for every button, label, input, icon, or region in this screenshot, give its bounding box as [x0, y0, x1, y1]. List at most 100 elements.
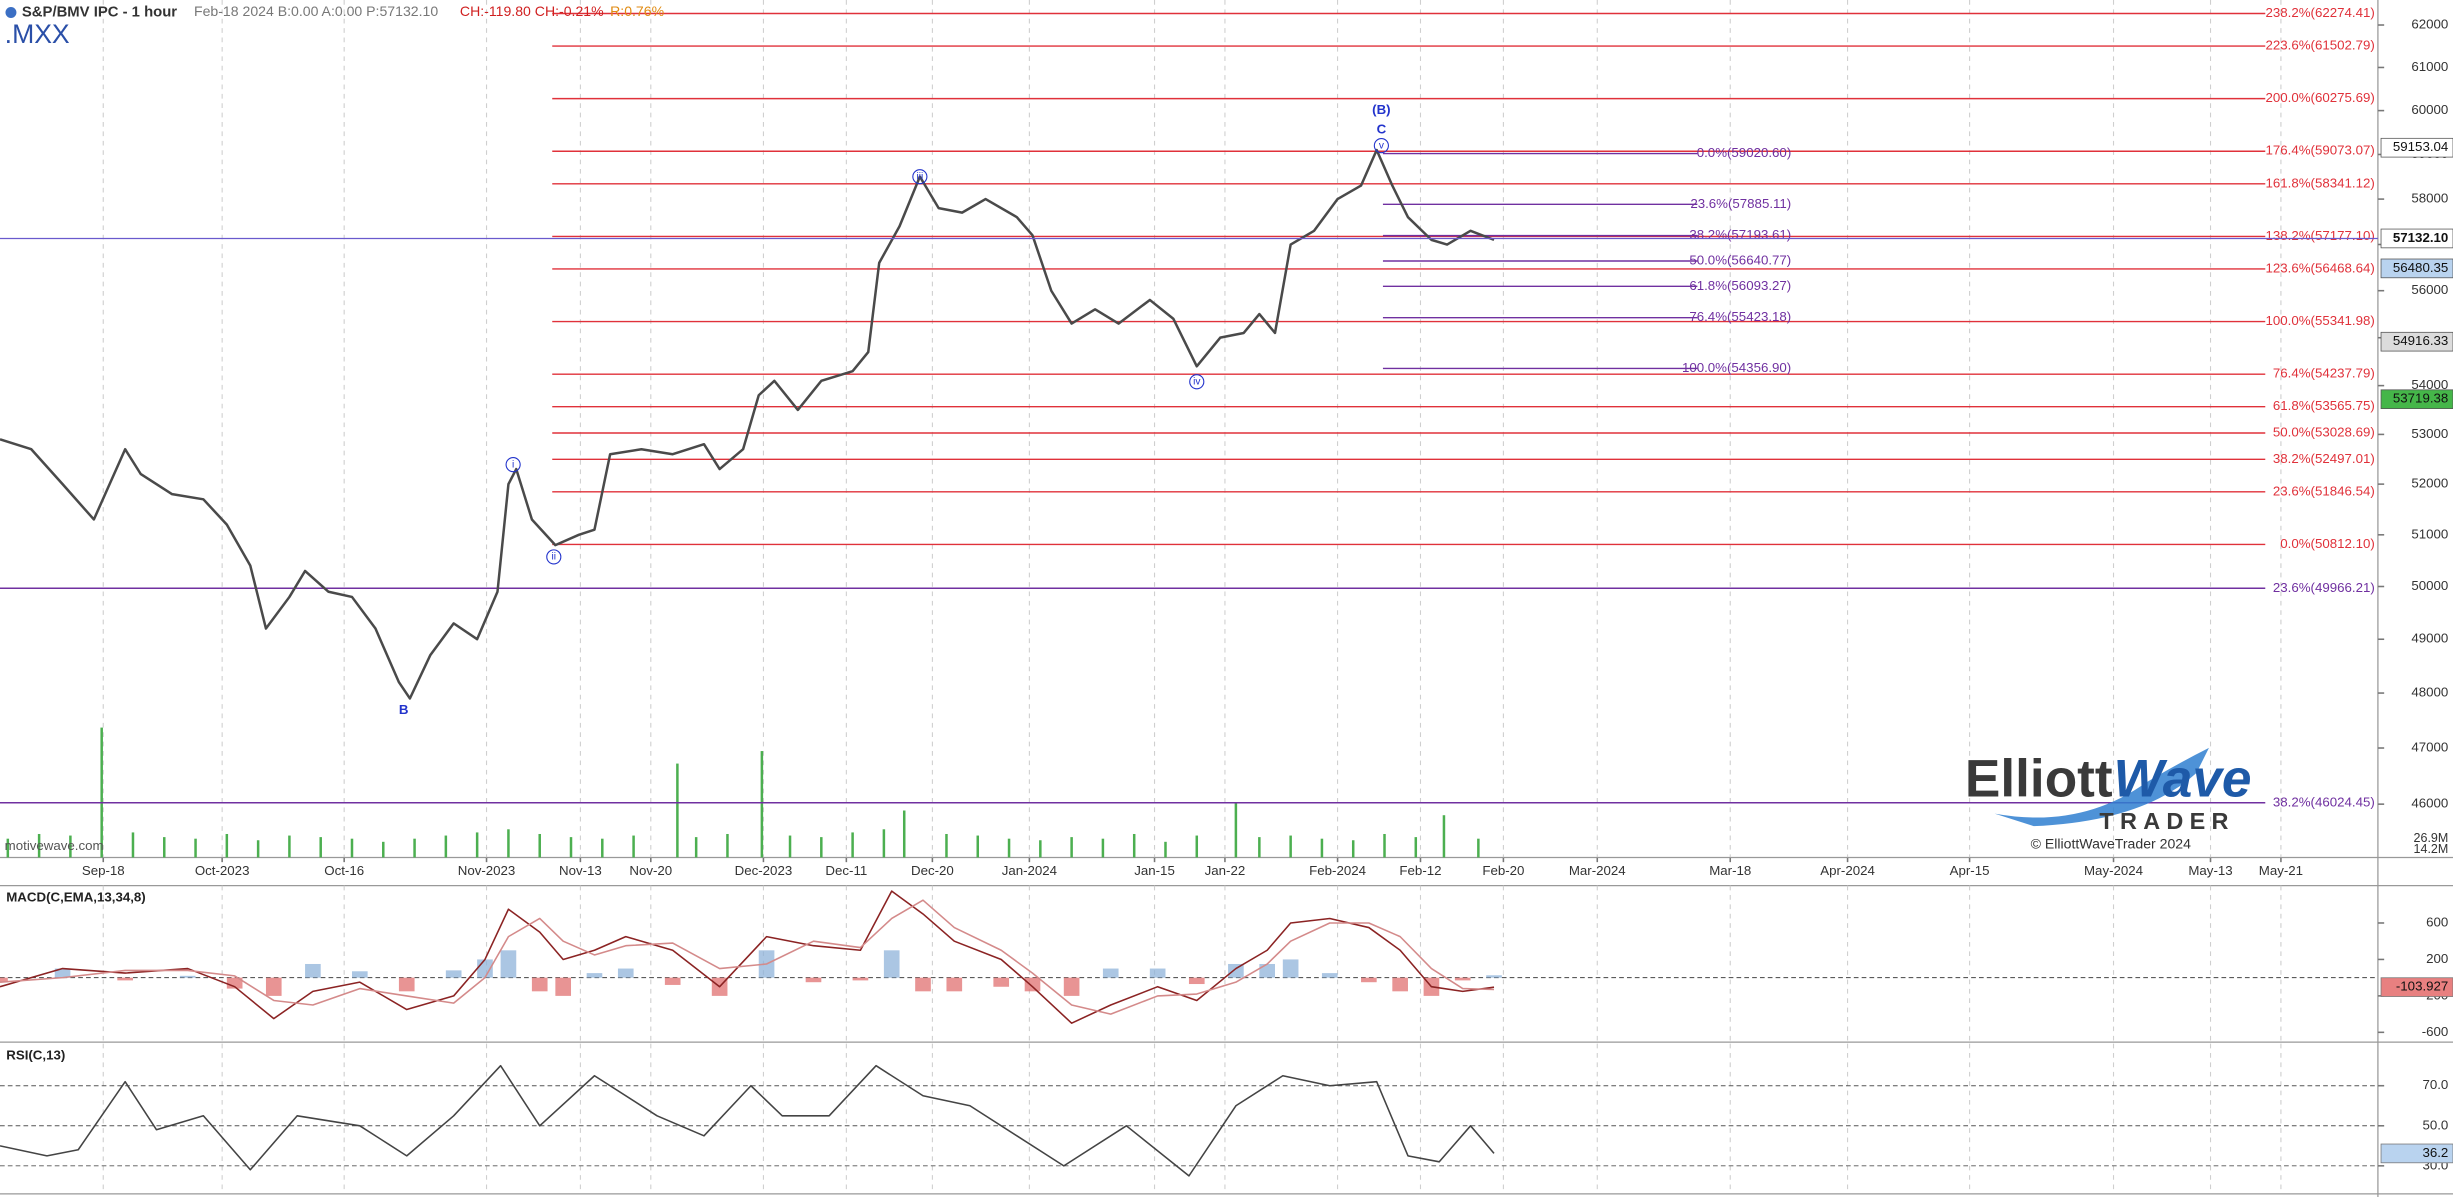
volume-bar — [1007, 838, 1011, 858]
y-tick-label: 61000 — [2411, 59, 2448, 74]
wave-label: v — [1379, 140, 1385, 151]
histogram-bar — [1024, 977, 1041, 992]
x-tick-label: Dec-2023 — [735, 863, 793, 878]
volume-bar — [726, 833, 729, 858]
fib-label: 0.0%(59020.60) — [1697, 145, 1792, 160]
fib-label: 23.6%(51846.54) — [2273, 483, 2375, 498]
x-tick-label: Sep-18 — [82, 863, 125, 878]
volume-bar — [788, 835, 792, 858]
logo-copyright: © ElliottWaveTrader 2024 — [2031, 836, 2192, 852]
volume-bar — [225, 833, 229, 858]
logo-swoosh — [1994, 747, 2209, 827]
y-tick-label: 54000 — [2411, 377, 2448, 392]
price-box-label: 57132.10 — [2393, 230, 2448, 245]
fib-label: 161.8%(58341.12) — [2265, 175, 2374, 190]
histogram-bar — [805, 977, 822, 983]
volume-bar — [194, 838, 197, 858]
fib-label: 38.2%(46024.45) — [2273, 794, 2375, 809]
y-tick-label: 70.0 — [2422, 1077, 2448, 1092]
histogram-bar — [0, 977, 8, 983]
y-tick-label: 49000 — [2411, 631, 2448, 646]
wave-circle — [505, 457, 521, 473]
volume-bar — [976, 835, 980, 858]
volume-bar — [69, 835, 72, 858]
volume-bar — [1132, 833, 1136, 858]
wave-label: C — [1377, 121, 1387, 136]
fib-label: 100.0%(54356.90) — [1682, 360, 1791, 375]
volume-bar — [601, 838, 604, 858]
y-tick-label: 53000 — [2411, 426, 2448, 441]
x-tick-label: Feb-20 — [1482, 863, 1524, 878]
fib-label: 61.8%(56093.27) — [1689, 278, 1791, 293]
volume-bar — [676, 763, 679, 858]
histogram-bar — [179, 975, 196, 978]
volume-bar — [100, 727, 103, 858]
volume-bar — [760, 751, 764, 858]
histogram-bar — [1063, 977, 1080, 996]
histogram-bar — [1188, 977, 1205, 985]
wave-circle — [1373, 138, 1389, 154]
histogram-bar — [351, 971, 368, 978]
histogram-bar — [1228, 963, 1244, 978]
wave-label: i — [512, 459, 514, 470]
histogram-bar — [1102, 968, 1119, 978]
x-tick-label: Nov-20 — [629, 863, 672, 878]
fib-label: 76.4%(55423.18) — [1689, 309, 1791, 324]
price-box-label: 53719.38 — [2393, 391, 2448, 406]
last-value-label: 36.2 — [2422, 1145, 2448, 1160]
x-tick-label: Oct-2023 — [195, 863, 250, 878]
x-tick-label: Jan-22 — [1205, 863, 1246, 878]
price-box-label: 54916.33 — [2393, 333, 2448, 348]
quote: Feb-18 2024 B:0.00 A:0.00 P:57132.10 — [194, 3, 438, 19]
x-tick-label: Nov-2023 — [458, 863, 516, 878]
x-tick-label: Apr-15 — [1950, 863, 1990, 878]
histogram-bar — [915, 977, 931, 992]
histogram-bar — [445, 970, 462, 978]
histogram-bar — [1486, 975, 1502, 978]
range: R:0.76% — [610, 3, 664, 19]
volume-bar — [1477, 838, 1480, 858]
wave-label: (B) — [1372, 102, 1390, 117]
x-tick-label: Oct-16 — [324, 863, 364, 878]
volume-bar — [1039, 840, 1042, 858]
fib-label: 223.6%(61502.79) — [2265, 38, 2374, 53]
volume-bar — [882, 829, 886, 858]
volume-bar — [413, 838, 416, 858]
fib-label: 123.6%(56468.64) — [2265, 260, 2374, 275]
price-line — [0, 148, 1495, 700]
y-tick-label: 62000 — [2411, 17, 2448, 32]
volume-bar — [569, 837, 573, 858]
y-tick-label: 46000 — [2411, 796, 2448, 811]
x-tick-label: Mar-18 — [1709, 863, 1751, 878]
price-box — [2380, 258, 2453, 279]
logo-word: TRADER — [2099, 808, 2234, 834]
histogram-bar — [586, 973, 603, 978]
histogram-bar — [1392, 977, 1408, 992]
volume-bar — [1101, 838, 1105, 858]
volume-bar — [163, 837, 166, 858]
fib-label: 100.0%(55341.98) — [2265, 313, 2374, 328]
y-tick-label: 56000 — [2411, 282, 2448, 297]
wave-circle — [912, 169, 928, 185]
volume-label: 14.2M — [2414, 842, 2449, 856]
fib-label: 0.0%(50812.10) — [2280, 536, 2375, 551]
volume-bar — [1164, 841, 1167, 858]
y-tick-label: 48000 — [2411, 685, 2448, 700]
histogram-bar — [852, 977, 869, 981]
logo: Elliott Wave TRADER © ElliottWaveTrader … — [1965, 747, 2252, 852]
y-tick-label: 60000 — [2411, 102, 2448, 117]
price-box — [2380, 137, 2453, 158]
last-value-label: -103.927 — [2396, 979, 2448, 994]
price-box — [2380, 331, 2453, 352]
wave-label: iii — [916, 171, 923, 182]
histogram-bar — [1361, 977, 1377, 983]
histogram-bar — [305, 963, 321, 978]
logo-word: Wave — [2114, 749, 2252, 808]
price-box-label: 56480.35 — [2393, 260, 2448, 275]
histogram-bar — [500, 950, 517, 978]
volume-bar — [902, 810, 906, 858]
x-tick-label: Jan-15 — [1134, 863, 1175, 878]
volume-bar — [1383, 833, 1386, 858]
